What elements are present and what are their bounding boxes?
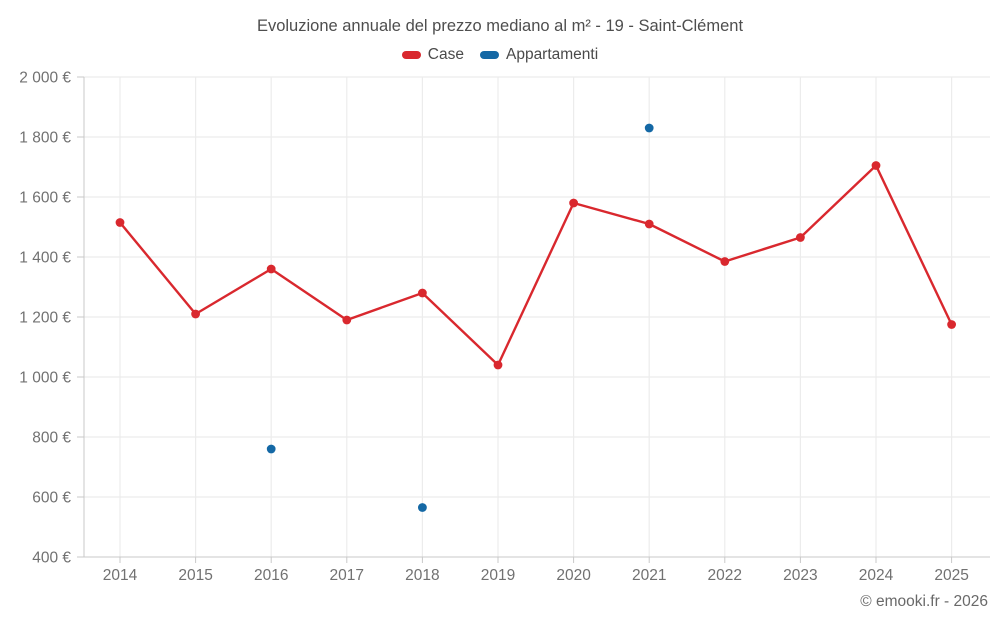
- svg-text:2014: 2014: [103, 567, 138, 584]
- svg-text:2017: 2017: [330, 567, 364, 584]
- svg-text:1 400 €: 1 400 €: [19, 250, 71, 267]
- svg-text:2023: 2023: [783, 567, 817, 584]
- svg-text:600 €: 600 €: [32, 490, 71, 507]
- svg-text:2021: 2021: [632, 567, 666, 584]
- svg-text:2019: 2019: [481, 567, 515, 584]
- svg-text:2016: 2016: [254, 567, 288, 584]
- svg-text:2024: 2024: [859, 567, 894, 584]
- legend-swatch-appartamenti-icon: [479, 51, 499, 59]
- chart-title: Evoluzione annuale del prezzo mediano al…: [256, 17, 744, 35]
- svg-text:2 000 €: 2 000 €: [19, 70, 71, 87]
- svg-text:800 €: 800 €: [32, 430, 71, 447]
- svg-text:1 200 €: 1 200 €: [19, 310, 71, 327]
- svg-text:2025: 2025: [934, 567, 968, 584]
- legend: Case Appartamenti: [0, 46, 1000, 64]
- svg-text:1 600 €: 1 600 €: [19, 190, 71, 207]
- svg-text:1 800 €: 1 800 €: [19, 130, 71, 147]
- svg-text:2022: 2022: [708, 567, 742, 584]
- legend-swatch-case-icon: [401, 51, 421, 59]
- svg-text:1 000 €: 1 000 €: [19, 370, 71, 387]
- svg-text:2020: 2020: [556, 567, 591, 584]
- copyright-credit: © emooki.fr - 2026: [860, 593, 988, 610]
- svg-text:2015: 2015: [178, 567, 212, 584]
- legend-label-case: Case: [427, 46, 464, 63]
- legend-item-appartamenti[interactable]: Appartamenti: [479, 46, 599, 64]
- svg-text:400 €: 400 €: [32, 550, 71, 567]
- legend-item-case[interactable]: Case: [401, 46, 464, 64]
- legend-label-appartamenti: Appartamenti: [505, 46, 599, 63]
- svg-text:2018: 2018: [405, 567, 439, 584]
